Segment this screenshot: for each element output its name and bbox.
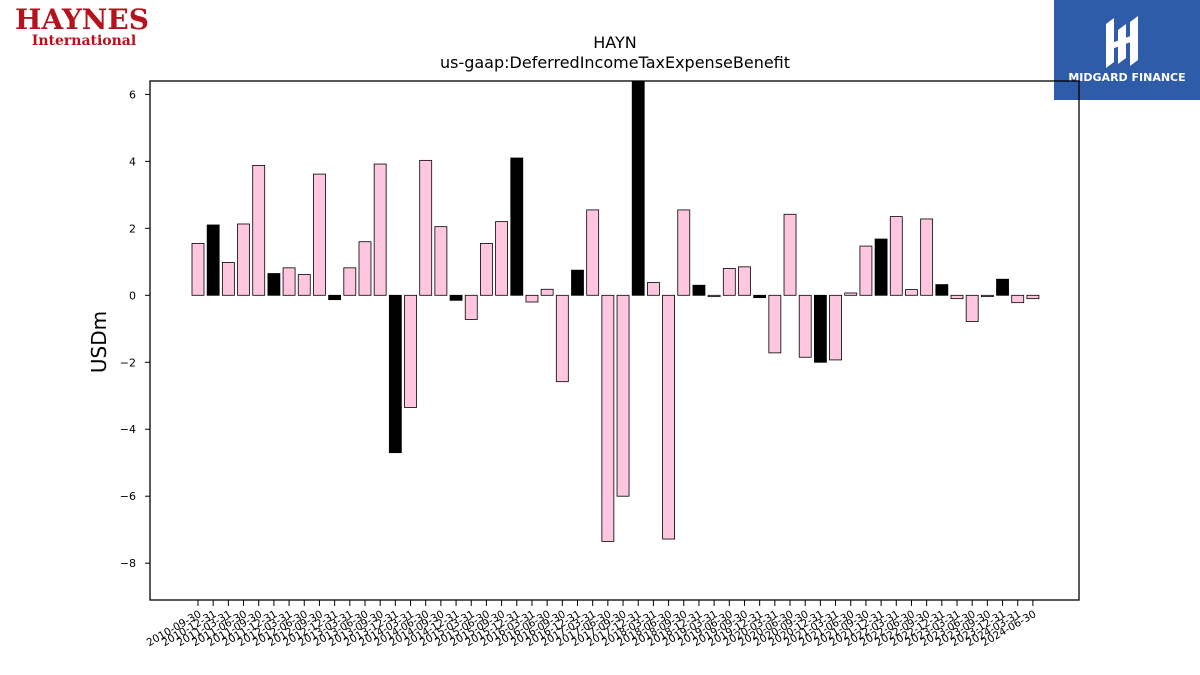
bar-2019-09-30 [738,266,751,296]
bar-2014-06-30 [419,159,433,296]
y-tick-label: −4 [120,423,136,436]
chart-subtitle: us-gaap:DeferredIncomeTaxExpenseBenefit [440,53,790,72]
bar-2012-12-31 [328,294,342,301]
bar-2021-06-30 [844,292,858,296]
bar-2022-03-31 [889,216,903,296]
bar-2014-12-31 [449,294,463,301]
bar-2011-03-31 [221,262,235,296]
bar-2015-03-31 [464,294,478,320]
midgard-emblem-icon [1106,16,1138,68]
bar-2016-03-31 [525,294,539,303]
bar-2014-03-31 [404,294,417,408]
bar-2022-06-30 [905,289,918,296]
bar-2011-06-30 [237,223,250,296]
haynes-logo-line2: International [32,33,136,49]
bar-2018-12-31 [692,284,706,296]
bar-2018-03-31 [647,282,660,296]
bar-2011-12-31 [267,273,281,296]
bar-2015-06-30 [480,242,493,296]
bar-2020-09-30 [798,294,812,358]
y-tick-label: 2 [129,222,136,235]
bar-2019-06-30 [722,268,736,296]
bar-2017-06-30 [601,294,615,542]
bar-2010-12-31 [206,224,220,296]
bar-2024-06-30 [1026,294,1040,300]
bar-2017-03-31 [586,209,600,296]
midgard-logo-text: MIDGARD FINANCE [1068,71,1185,84]
y-tick-label: 0 [129,289,136,302]
bar-2011-09-30 [252,164,266,296]
y-axis-label: USDm [87,311,111,373]
bar-2021-09-30 [859,245,873,296]
bar-2020-03-31 [768,294,782,354]
bar-2016-06-30 [540,288,554,296]
bar-2013-03-31 [343,267,357,296]
haynes-logo: HAYNES International [4,2,164,52]
bar-2013-06-30 [358,241,372,296]
plot-frame [149,80,1080,601]
haynes-logo-line1: HAYNES [15,3,149,36]
bar-2012-09-30 [313,173,326,296]
y-tick-label: 4 [129,155,136,168]
bar-2019-03-31 [707,294,721,298]
bar-2012-03-31 [282,267,296,296]
bar-2014-09-30 [434,226,448,296]
bar-2021-12-31 [874,238,888,296]
plot-area: −8−6−4−202462010-09-302010-12-312011-03-… [120,80,1040,649]
bar-2023-06-30 [965,294,979,322]
bar-2017-12-31 [631,80,645,296]
bar-2023-12-31 [996,278,1009,296]
y-tick-label: −8 [120,557,136,570]
midgard-finance-logo: MIDGARD FINANCE [1054,0,1200,100]
midgard-finance-logo-graphic: MIDGARD FINANCE [1068,16,1186,84]
bar-2021-03-31 [829,294,842,361]
bar-2013-09-30 [373,163,387,296]
bar-2012-06-30 [297,274,311,296]
bar-2020-12-31 [813,294,827,363]
bar-2016-12-31 [571,269,584,296]
y-tick-label: −2 [120,356,136,369]
bar-2015-12-31 [510,157,524,296]
bar-2018-06-30 [662,294,675,540]
y-tick-label: 6 [129,88,136,101]
bar-2016-09-30 [555,294,569,383]
bar-2015-09-30 [495,221,509,296]
bar-2018-09-30 [677,209,691,296]
bar-2020-06-30 [783,213,797,296]
haynes-logo-graphic: HAYNES International [15,3,149,49]
bar-2023-09-30 [980,294,994,298]
bar-2024-03-31 [1011,294,1025,304]
bar-2022-12-31 [935,284,949,296]
bar-2022-09-30 [920,218,934,296]
y-tick-label: −6 [120,490,136,503]
bar-2023-03-31 [950,294,964,300]
chart-title: HAYN [593,33,636,52]
bar-2010-09-30 [191,242,205,296]
bar-2019-12-31 [753,294,767,299]
bar-2013-12-31 [388,294,402,454]
bar-2017-09-30 [616,294,630,497]
